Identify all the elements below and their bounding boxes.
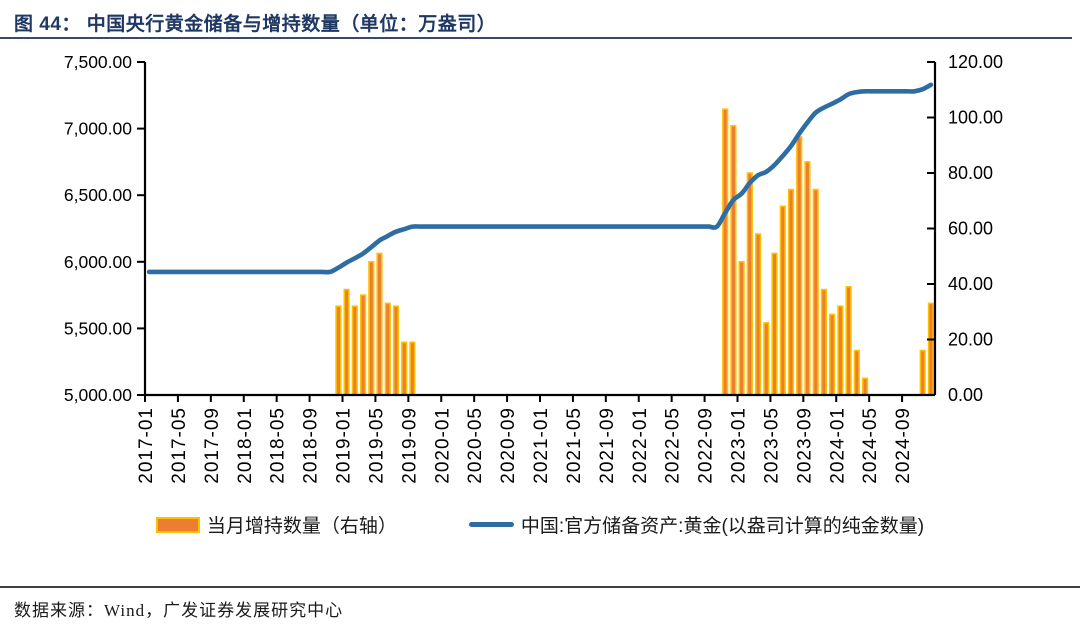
left-axis-label: 7,500.00	[64, 52, 132, 72]
bar-2024-02	[845, 286, 852, 396]
x-axis-label: 2023-09	[794, 407, 815, 484]
chart-area: 7,500.00 7,000.00 6,500.00 6,000.00 5,500.00…	[0, 45, 1080, 545]
right-axis-label: 60.00	[948, 219, 993, 239]
bar-2024-01	[837, 305, 844, 396]
legend: 当月增持数量（右轴） 中国:官方储备资产:黄金(以盎司计算的纯金数量)	[0, 511, 1080, 538]
bar-2019-08	[401, 341, 408, 396]
bar-2023-02	[746, 172, 753, 396]
x-axis-label: 2024-01	[827, 407, 848, 484]
legend-item-line: 中国:官方储备资产:黄金(以盎司计算的纯金数量)	[468, 511, 925, 538]
x-axis-label: 2024-05	[860, 407, 881, 484]
bar-2019-05	[376, 252, 383, 396]
x-axis-label: 2022-01	[630, 407, 651, 484]
reserves-line	[146, 82, 934, 275]
left-axis-label: 6,500.00	[64, 185, 132, 205]
bar-2024-12	[927, 302, 934, 396]
right-axis-label: 80.00	[948, 163, 993, 183]
bar-2023-08	[796, 136, 803, 396]
bar-2023-12	[828, 313, 836, 396]
legend-label-line: 中国:官方储备资产:黄金(以盎司计算的纯金数量)	[520, 516, 925, 537]
bar-2023-07	[787, 188, 795, 396]
title-divider	[0, 37, 1072, 39]
bar-2023-05	[771, 252, 778, 396]
bar-series-swatch-icon	[155, 516, 200, 533]
x-axis-label: 2021-01	[531, 407, 552, 484]
x-axis-label: 2020-09	[498, 407, 519, 484]
left-axis-label: 5,500.00	[64, 318, 132, 338]
bar-2022-12	[730, 125, 737, 396]
left-axis-label: 7,000.00	[64, 119, 132, 139]
bar-2019-01	[343, 288, 350, 396]
x-axis-label: 2018-05	[268, 407, 289, 484]
right-axis-label: 120.00	[948, 52, 1003, 72]
bar-2019-07	[392, 305, 400, 396]
x-axis-label: 2018-09	[301, 407, 322, 484]
bar-2024-04	[861, 377, 869, 396]
legend-label-bars: 当月增持数量（右轴）	[206, 516, 397, 537]
bar-2023-01	[738, 261, 745, 396]
data-source-note: 数据来源：Wind，广发证券发展研究中心	[14, 601, 344, 620]
x-axis-label: 2023-01	[729, 407, 750, 484]
x-axis-label: 2021-09	[597, 407, 618, 484]
bar-2018-12	[335, 305, 342, 396]
left-axis-label: 5,000.00	[64, 385, 132, 405]
right-axis-label: 40.00	[948, 274, 993, 294]
bar-2019-02	[351, 305, 358, 396]
bar-2023-10	[812, 188, 819, 396]
x-axis-label: 2018-01	[235, 407, 256, 484]
bar-2024-11	[919, 349, 926, 396]
x-axis-label: 2022-05	[663, 407, 684, 484]
right-axis-label: 0.00	[948, 385, 983, 405]
x-axis-label: 2017-09	[202, 407, 223, 484]
chart-canvas: 7,500.00 7,000.00 6,500.00 6,000.00 5,500.00…	[64, 52, 1003, 484]
bar-2019-09	[409, 341, 416, 396]
bar-2024-03	[853, 349, 860, 396]
bar-2023-03	[754, 233, 762, 396]
bar-2019-04	[368, 261, 375, 396]
footer-divider	[0, 586, 1080, 588]
x-axis-label: 2020-01	[432, 407, 453, 484]
x-axis-label: 2021-05	[564, 407, 585, 484]
right-axis-label: 20.00	[948, 330, 993, 350]
x-axis-label: 2024-09	[893, 407, 914, 484]
bar-2019-06	[384, 302, 391, 396]
bar-2019-03	[359, 294, 367, 396]
x-axis-label: 2019-05	[366, 407, 387, 484]
x-axis-label: 2023-05	[761, 407, 782, 484]
x-axis-label: 2017-05	[169, 407, 190, 484]
x-axis-label: 2019-01	[334, 407, 355, 484]
bar-2023-09	[804, 161, 811, 396]
bar-2023-06	[779, 205, 786, 396]
figure-title: 图 44： 中国央行黄金储备与增持数量（单位：万盎司）	[14, 14, 497, 35]
bar-2023-11	[820, 288, 827, 396]
line-series-swatch-icon	[468, 522, 514, 527]
legend-item-bars: 当月增持数量（右轴）	[155, 511, 397, 538]
x-axis-label: 2020-05	[465, 407, 486, 484]
bar-2023-04	[763, 322, 770, 396]
left-axis-label: 6,000.00	[64, 252, 132, 272]
right-axis-label: 100.00	[948, 108, 1003, 128]
bar-2022-11	[722, 108, 729, 396]
x-axis-label: 2019-09	[399, 407, 420, 484]
x-axis-label: 2017-01	[136, 407, 157, 484]
x-axis-label: 2022-09	[696, 407, 717, 484]
